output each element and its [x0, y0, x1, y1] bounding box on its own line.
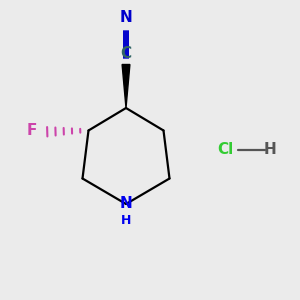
Polygon shape: [122, 64, 130, 108]
Text: C: C: [120, 46, 132, 61]
Text: H: H: [121, 214, 131, 227]
Text: Cl: Cl: [217, 142, 233, 158]
Text: N: N: [120, 196, 132, 211]
Text: N: N: [120, 11, 132, 26]
Text: F: F: [27, 123, 38, 138]
Text: H: H: [264, 142, 276, 158]
